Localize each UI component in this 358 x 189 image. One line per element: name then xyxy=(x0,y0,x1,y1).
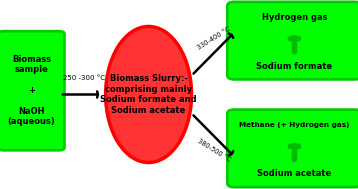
Text: Sodium acetate: Sodium acetate xyxy=(257,169,332,178)
FancyBboxPatch shape xyxy=(227,110,358,187)
FancyBboxPatch shape xyxy=(227,2,358,79)
Text: Hydrogen gas: Hydrogen gas xyxy=(262,12,327,22)
Text: Biomass
sample

+

NaOH
(aqueous): Biomass sample + NaOH (aqueous) xyxy=(8,55,55,126)
Text: 380-500 °C: 380-500 °C xyxy=(196,138,232,163)
Text: 250 -300 °C: 250 -300 °C xyxy=(63,75,105,81)
Text: Sodium formate: Sodium formate xyxy=(256,62,333,71)
Text: 330-400 °C: 330-400 °C xyxy=(196,26,231,51)
Ellipse shape xyxy=(106,26,192,163)
Text: Biomass Slurry:-
comprising mainly
Sodium formate and
Sodium acetate: Biomass Slurry:- comprising mainly Sodiu… xyxy=(100,74,197,115)
Text: Methane (+ Hydrogen gas): Methane (+ Hydrogen gas) xyxy=(239,122,350,128)
FancyBboxPatch shape xyxy=(0,31,64,150)
